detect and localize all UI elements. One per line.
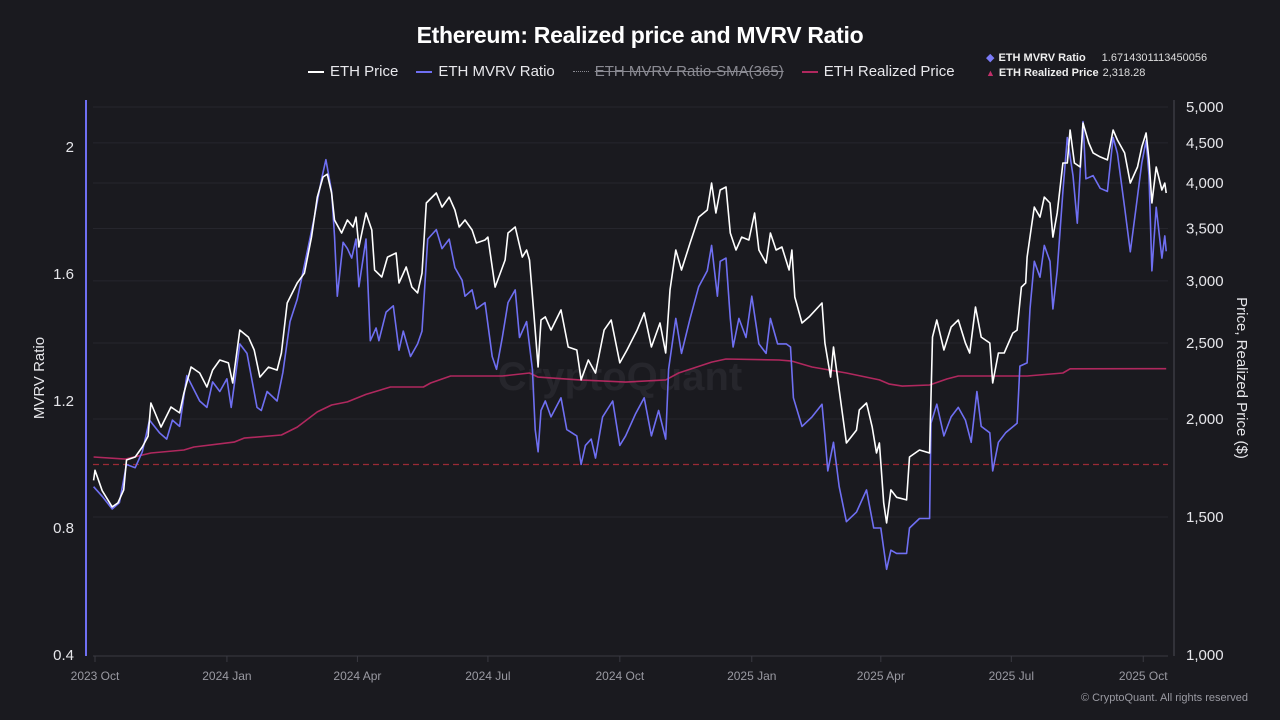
- gridlines: [93, 106, 1168, 518]
- value-tooltip: ◆ ETH MVRV Ratio 1.6714301113450056 ▲ ET…: [986, 51, 1207, 81]
- legend-swatch-realized-price: [801, 70, 818, 73]
- diamond-marker-icon: ◆: [986, 52, 995, 64]
- right-tick-label: 2,500: [1186, 335, 1224, 352]
- right-tick-label: 1,500: [1186, 509, 1224, 526]
- left-axis-label: MVRV Ratio: [31, 337, 48, 419]
- left-tick-label: 0.4: [53, 647, 74, 664]
- legend-label: ETH Price: [330, 63, 399, 80]
- left-tick-label: 1.6: [53, 266, 74, 283]
- x-tick-label: 2025 Jan: [727, 669, 776, 683]
- copyright-footer: © CryptoQuant. All rights reserved: [1080, 692, 1248, 704]
- left-tick-label: 1.2: [53, 393, 74, 410]
- legend-label: ETH MVRV Ratio-SMA(365): [594, 63, 784, 80]
- right-tick-label: 1,000: [1186, 647, 1224, 664]
- x-axis-ticks: 2023 Oct 2024 Jan 2024 Apr 2024 Jul 2024 Oct…: [71, 656, 1168, 683]
- legend-item-mvrv-sma[interactable]: ETH MVRV Ratio-SMA(365): [572, 63, 784, 80]
- left-axis-ticks: 0.4 0.8 1.2 1.6 2: [53, 139, 74, 664]
- x-tick-label: 2025 Oct: [1119, 669, 1168, 683]
- right-tick-label: 4,000: [1186, 175, 1224, 192]
- right-axis-ticks: 1,000 1,500 2,000 2,500 3,000 3,500 4,000 4,500…: [1186, 99, 1224, 664]
- tooltip-mvrv-value: 1.6714301113450056: [1101, 52, 1208, 64]
- x-tick-label: 2025 Jul: [989, 669, 1034, 683]
- left-tick-label: 2: [66, 139, 74, 156]
- legend-item-mvrv[interactable]: ETH MVRV Ratio: [416, 63, 555, 80]
- tooltip-row-mvrv: ◆ ETH MVRV Ratio 1.6714301113450056: [986, 51, 1207, 66]
- x-tick-label: 2024 Jul: [465, 669, 510, 683]
- tooltip-realized-label: ETH Realized Price: [998, 67, 1099, 79]
- legend-label: ETH MVRV Ratio: [438, 63, 555, 80]
- right-tick-label: 5,000: [1186, 99, 1224, 116]
- legend: ETH Price ETH MVRV Ratio ETH MVRV Ratio-…: [308, 63, 955, 80]
- x-tick-label: 2024 Apr: [333, 669, 381, 683]
- x-tick-label: 2024 Oct: [595, 669, 644, 683]
- right-tick-label: 3,000: [1186, 273, 1224, 290]
- series-layer: [92, 120, 1167, 571]
- tooltip-mvrv-label: ETH MVRV Ratio: [998, 52, 1086, 64]
- right-axis-label: Price, Realized Price ($): [1233, 297, 1250, 459]
- tooltip-realized-value: 2,318.28: [1102, 67, 1146, 79]
- legend-swatch-mvrv-sma: [572, 71, 589, 72]
- tooltip-row-realized: ▲ ETH Realized Price 2,318.28: [986, 66, 1207, 81]
- left-tick-label: 0.8: [53, 520, 74, 537]
- eth-realized-price-line: [93, 358, 1167, 460]
- chart-title: Ethereum: Realized price and MVRV Ratio: [416, 22, 864, 48]
- x-tick-label: 2024 Jan: [202, 669, 251, 683]
- right-tick-label: 4,500: [1186, 135, 1224, 152]
- legend-swatch-mvrv: [416, 70, 433, 73]
- triangle-marker-icon: ▲: [986, 68, 995, 78]
- legend-item-eth-price[interactable]: ETH Price: [308, 63, 398, 80]
- eth-price-line: [92, 122, 1167, 524]
- right-tick-label: 3,500: [1186, 220, 1224, 237]
- legend-item-realized-price[interactable]: ETH Realized Price: [801, 63, 955, 80]
- legend-label: ETH Realized Price: [823, 63, 955, 80]
- right-tick-label: 2,000: [1186, 411, 1224, 428]
- legend-swatch-eth-price: [308, 70, 324, 73]
- x-tick-label: 2023 Oct: [71, 669, 120, 683]
- x-tick-label: 2025 Apr: [857, 669, 905, 683]
